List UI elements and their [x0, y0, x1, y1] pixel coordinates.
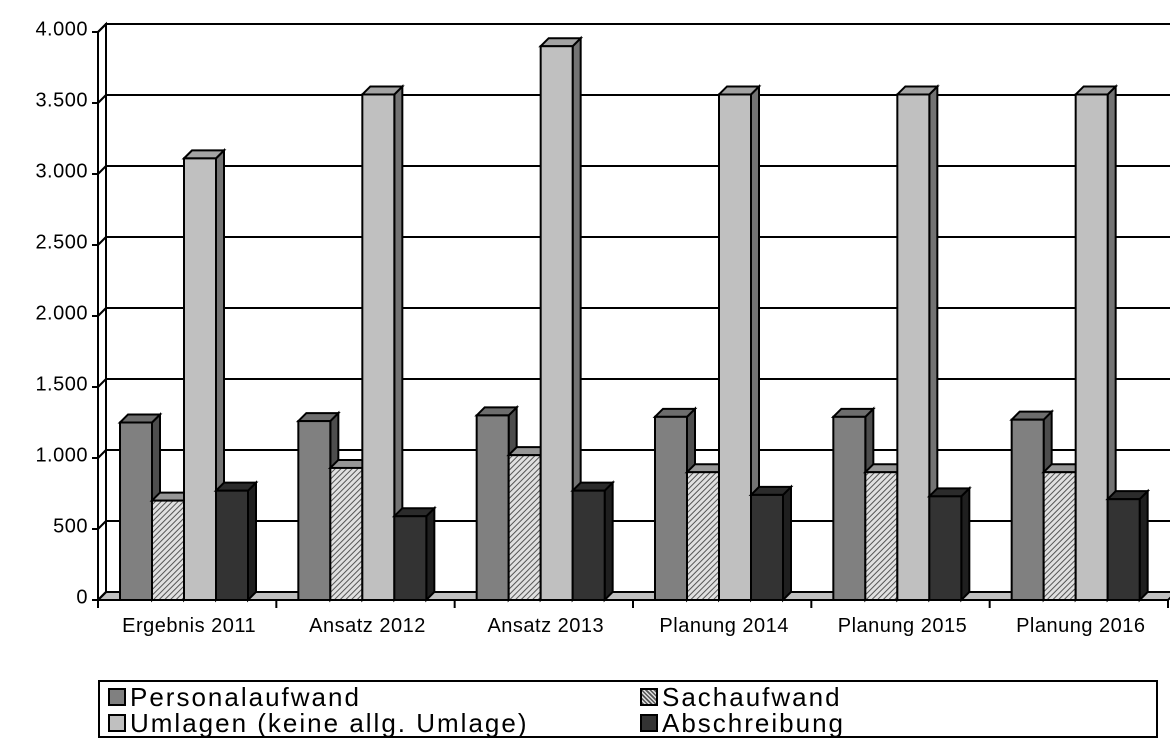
bar-top [213, 481, 259, 492]
bar [1042, 471, 1077, 602]
bar-top [391, 507, 437, 518]
legend-item: Umlagen (keine allg. Umlage) [108, 710, 528, 736]
bar-top [538, 37, 584, 48]
x-tick-label: Planung 2016 [1016, 615, 1146, 637]
x-tick-label: Ansatz 2012 [309, 615, 426, 637]
bar [718, 93, 752, 601]
bar-top [359, 85, 405, 96]
bar [507, 454, 542, 601]
bar [864, 471, 899, 602]
bar-top [474, 406, 520, 417]
y-tick-label: 1.500 [35, 373, 88, 395]
y-tick-label: 500 [53, 515, 88, 537]
grid-line-side [97, 94, 107, 104]
bar-side [603, 480, 614, 603]
y-tick-label: 0 [76, 586, 88, 608]
bar-top [117, 413, 163, 424]
grid-line-side [97, 236, 107, 246]
grid-line-side [97, 307, 107, 317]
grid-line-side [97, 378, 107, 388]
bar-top [570, 481, 616, 492]
bar [475, 414, 510, 601]
x-tick-label: Planung 2014 [659, 615, 789, 637]
bar-side [960, 485, 971, 603]
grid-line-side [97, 591, 107, 601]
legend: Personalaufwand Sachaufwand Umlagen (keine… [98, 680, 1158, 738]
floor [95, 591, 1170, 601]
bar [832, 415, 867, 601]
legend-swatch [108, 714, 126, 732]
bar [896, 93, 931, 601]
bar [571, 489, 606, 601]
bar [215, 489, 249, 601]
bar [1106, 498, 1141, 601]
legend-item: Sachaufwand [640, 684, 842, 710]
bar-top [295, 412, 341, 423]
y-tick-label: 3.000 [35, 160, 88, 182]
bar-top [652, 407, 698, 418]
x-tick-label: Ergebnis 2011 [122, 615, 257, 637]
bar [183, 157, 217, 601]
bar-top [1073, 85, 1119, 96]
y-tick-label: 3.500 [35, 89, 88, 111]
legend-label: Personalaufwand [130, 682, 361, 712]
chart: 0 500 1.000 1.500 2.000 2.500 3.000 3.500 4.000 [35, 18, 1170, 608]
legend-item: Abschreibung [640, 710, 845, 736]
x-tick-label: Planung 2015 [837, 615, 968, 637]
bar [654, 415, 688, 601]
legend-label: Abschreibung [662, 708, 845, 738]
bar [539, 45, 574, 601]
bar-side [782, 484, 792, 603]
bar [928, 495, 963, 601]
grid-line-side [97, 449, 107, 459]
y-tick-label: 4.000 [35, 18, 88, 40]
legend-item: Personalaufwand [108, 684, 361, 710]
bar [329, 466, 364, 601]
bar [686, 471, 720, 602]
bar-top [181, 149, 227, 160]
y-tick-label: 1.000 [35, 444, 88, 466]
bar-top [830, 407, 876, 418]
bar [119, 421, 153, 601]
legend-swatch [640, 688, 658, 706]
bar-top [926, 487, 972, 498]
bar-top [1009, 410, 1055, 421]
bar [1074, 93, 1109, 601]
grid-line-side [97, 520, 107, 530]
bar-top [894, 85, 940, 96]
bar [750, 493, 784, 602]
legend-swatch [108, 688, 126, 706]
bar [361, 93, 396, 601]
bar-side [1138, 488, 1149, 603]
bar-side [425, 505, 436, 603]
x-tick-label: Ansatz 2013 [487, 615, 605, 637]
bar-top [1105, 490, 1151, 501]
bar-side [247, 480, 257, 603]
y-tick-label: 2.500 [35, 231, 88, 253]
bar [393, 515, 428, 601]
bar [151, 499, 185, 602]
y-tick-label: 2.000 [35, 302, 88, 324]
legend-swatch [640, 714, 658, 732]
legend-label: Umlagen (keine allg. Umlage) [130, 708, 529, 738]
bar-top [748, 485, 794, 496]
grid-line-side [97, 23, 107, 33]
bar [297, 420, 332, 601]
grid-line-side [97, 165, 107, 175]
bar [1010, 418, 1045, 601]
bar-top [716, 85, 762, 96]
legend-label: Sachaufwand [662, 682, 842, 712]
